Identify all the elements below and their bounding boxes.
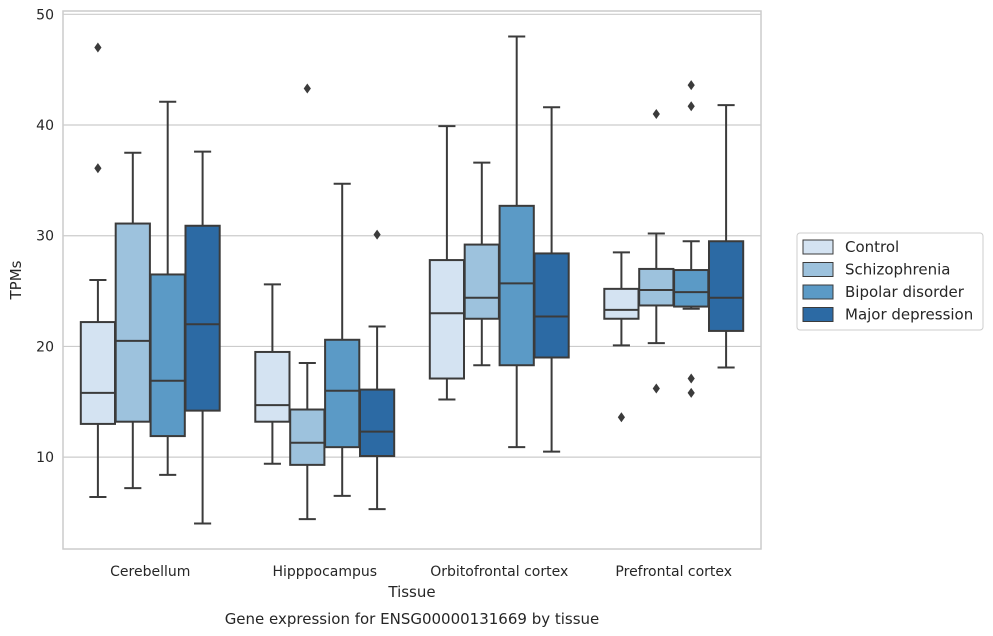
box-body xyxy=(498,204,535,367)
legend-label: Major depression xyxy=(845,306,973,324)
box-body xyxy=(603,287,640,320)
box xyxy=(79,42,117,498)
box-body xyxy=(358,388,396,458)
box-body xyxy=(289,408,326,466)
x-axis-title: Tissue xyxy=(387,583,435,601)
x-tick-label: Prefrontal cortex xyxy=(615,564,732,580)
box-body xyxy=(114,222,151,423)
box xyxy=(114,151,151,490)
box xyxy=(289,83,326,521)
series-major-depression xyxy=(184,104,745,525)
box xyxy=(428,125,466,401)
box xyxy=(184,150,221,525)
box xyxy=(707,104,745,369)
legend-swatch xyxy=(802,284,834,300)
x-tick-labels: Cerebellum Hipppocampus Orbitofrontal cort… xyxy=(110,564,732,580)
y-tick-label: 20 xyxy=(36,339,54,355)
box xyxy=(149,100,186,476)
outlier-point xyxy=(687,373,695,384)
outlier-point xyxy=(652,108,660,119)
legend: Control Schizophrenia Bipolar disorder Majo… xyxy=(796,232,984,331)
outlier-point xyxy=(652,383,660,394)
legend-swatch xyxy=(802,307,834,322)
x-tick-label: Orbitofrontal cortex xyxy=(430,564,568,580)
box-body xyxy=(428,259,466,380)
legend-swatch xyxy=(802,239,834,255)
plot-frame xyxy=(62,10,762,550)
box xyxy=(463,161,500,367)
outlier-point xyxy=(94,163,102,174)
box xyxy=(603,251,640,423)
y-tick-labels: 10 20 30 40 50 xyxy=(36,7,54,466)
outlier-point xyxy=(303,83,311,94)
box-body xyxy=(673,269,710,308)
box-body xyxy=(463,243,500,320)
box-body xyxy=(533,252,570,359)
x-tick-label: Hipppocampus xyxy=(272,564,377,580)
outlier-point xyxy=(617,412,625,423)
box-body xyxy=(324,338,361,449)
outlier-point xyxy=(687,387,695,398)
box xyxy=(358,229,396,511)
box xyxy=(324,182,361,497)
legend-frame xyxy=(796,232,984,331)
legend-label: Schizophrenia xyxy=(845,261,950,279)
box-body xyxy=(254,350,291,423)
legend-label: Bipolar disorder xyxy=(845,283,965,301)
chart-caption: Gene expression for ENSG00000131669 by t… xyxy=(225,610,600,628)
box xyxy=(673,80,710,398)
box-body xyxy=(149,273,186,438)
box xyxy=(533,106,570,453)
box-groups xyxy=(79,35,745,525)
series-bipolar-disorder xyxy=(149,35,710,497)
box xyxy=(638,108,675,394)
legend-label: Control xyxy=(845,238,899,256)
outlier-point xyxy=(373,229,381,240)
x-tick-label: Cerebellum xyxy=(110,564,190,580)
legend-swatch xyxy=(802,262,834,277)
y-tick-label: 10 xyxy=(36,450,54,466)
box xyxy=(254,283,291,465)
y-tick-label: 50 xyxy=(36,7,54,23)
box-body xyxy=(79,321,117,425)
series-schizophrenia xyxy=(114,83,675,521)
y-axis-title: TPMs xyxy=(7,260,25,300)
y-tick-label: 40 xyxy=(36,118,54,134)
box-body xyxy=(638,267,675,307)
y-tick-label: 30 xyxy=(36,229,54,245)
outlier-point xyxy=(687,80,695,91)
box-body xyxy=(707,240,745,332)
outlier-point xyxy=(687,101,695,112)
box-body xyxy=(184,224,221,412)
box xyxy=(498,35,535,449)
outlier-point xyxy=(94,42,102,53)
